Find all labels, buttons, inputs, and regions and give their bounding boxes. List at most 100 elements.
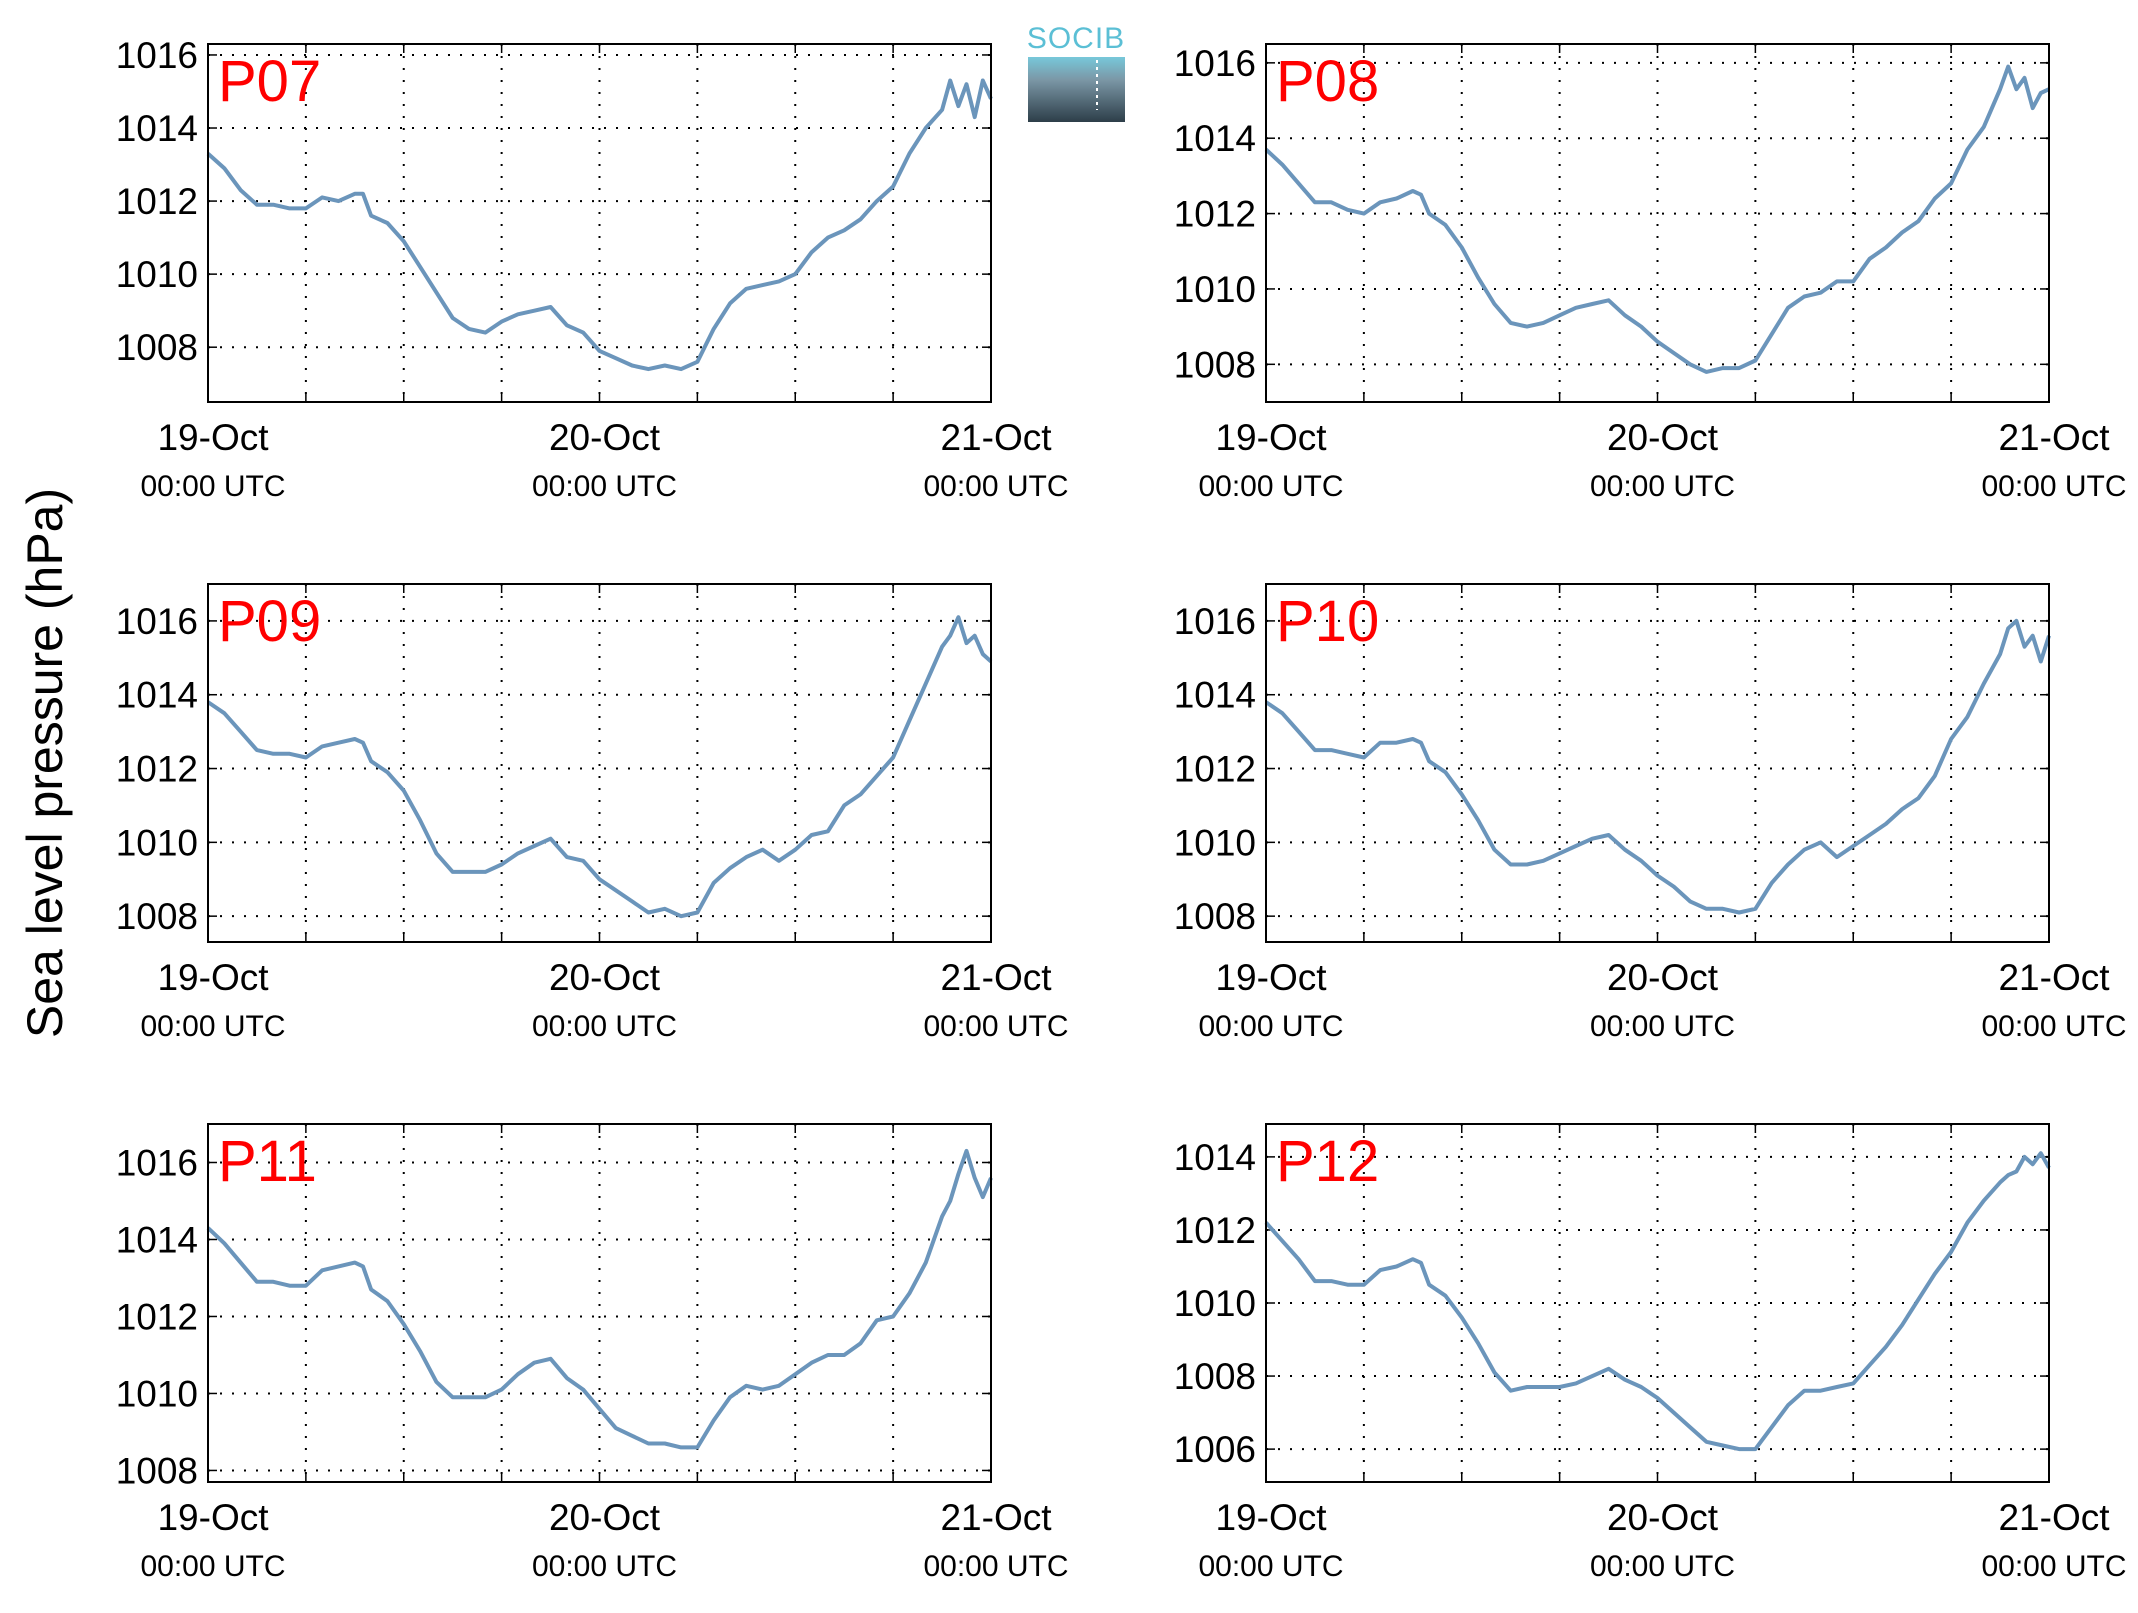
x-tick-label-date: 19-Oct (1215, 957, 1327, 998)
y-tick-label: 1010 (116, 1373, 198, 1414)
y-tick-label: 1010 (1174, 822, 1256, 863)
y-tick-label: 1014 (1174, 118, 1256, 159)
x-tick-label-date: 20-Oct (549, 957, 661, 998)
y-tick-label: 1010 (116, 254, 198, 295)
plot-area (1266, 1124, 2049, 1482)
plot-area (208, 584, 991, 942)
pressure-series-line (206, 615, 993, 919)
chart-panels: 1008 1010 1012 1014 1016 19-Oct 00:00 UTC 20-Oc… (116, 35, 2127, 1583)
x-tick-label-date: 20-Oct (1607, 417, 1719, 458)
figure-ylabel: Sea level pressure (hPa) (17, 488, 73, 1038)
y-tick-label: 1014 (1174, 1137, 1256, 1178)
x-tick-label-time: 00:00 UTC (140, 1550, 285, 1583)
y-tick-label: 1014 (1174, 675, 1256, 716)
plot-area (208, 1124, 991, 1482)
x-tick-label-date: 19-Oct (1215, 1497, 1327, 1538)
pressure-series-line (1264, 1151, 2051, 1452)
y-tick-label: 1008 (1174, 896, 1256, 937)
x-tick-label-date: 20-Oct (549, 417, 661, 458)
x-tick-label-time: 00:00 UTC (140, 1010, 285, 1043)
station-label: P08 (1276, 49, 1379, 114)
y-tick-label: 1014 (116, 675, 198, 716)
socib-logo-text: SOCIB (1027, 22, 1125, 55)
y-tick-label: 1012 (1174, 749, 1256, 790)
socib-logo: SOCIB (1027, 22, 1125, 122)
y-tick-label: 1016 (116, 1142, 198, 1183)
y-tick-label: 1012 (116, 181, 198, 222)
x-tick-label-date: 21-Oct (940, 1497, 1052, 1538)
panel-p12: 1006 1008 1010 1012 1014 19-Oct 00:00 UTC 20-Oc… (1174, 1123, 2127, 1583)
x-tick-label-date: 19-Oct (157, 1497, 269, 1538)
axes-frame (1265, 43, 2050, 403)
x-tick-label-time: 00:00 UTC (532, 1550, 677, 1583)
station-label: P09 (218, 589, 321, 654)
axes-frame (207, 583, 992, 943)
x-tick-label-date: 20-Oct (549, 1497, 661, 1538)
panel-p11: 1008 1010 1012 1014 1016 19-Oct 00:00 UTC 20-Oc… (116, 1123, 1069, 1583)
y-tick-label: 1010 (116, 822, 198, 863)
y-tick-label: 1008 (1174, 1356, 1256, 1397)
plot-area (208, 44, 991, 402)
y-tick-label: 1010 (1174, 1283, 1256, 1324)
x-tick-label-time: 00:00 UTC (923, 470, 1068, 503)
panel-p10: 1008 1010 1012 1014 1016 19-Oct 00:00 UTC 20-Oc… (1174, 583, 2127, 1043)
panel-p09: 1008 1010 1012 1014 1016 19-Oct 00:00 UTC 20-Oc… (116, 583, 1069, 1043)
y-tick-label: 1008 (116, 896, 198, 937)
x-tick-label-date: 21-Oct (1998, 957, 2110, 998)
x-tick-label-time: 00:00 UTC (1198, 1010, 1343, 1043)
panel-p07: 1008 1010 1012 1014 1016 19-Oct 00:00 UTC 20-Oc… (116, 35, 1069, 503)
y-tick-label: 1010 (1174, 269, 1256, 310)
x-tick-label-time: 00:00 UTC (1590, 470, 1735, 503)
x-tick-label-date: 21-Oct (940, 957, 1052, 998)
axes-frame (1265, 583, 2050, 943)
x-tick-label-time: 00:00 UTC (1590, 1010, 1735, 1043)
station-label: P07 (218, 49, 321, 114)
y-tick-label: 1016 (1174, 601, 1256, 642)
x-tick-label-time: 00:00 UTC (1198, 470, 1343, 503)
pressure-series-line (206, 1148, 993, 1450)
x-tick-label-time: 00:00 UTC (923, 1550, 1068, 1583)
y-tick-label: 1016 (1174, 43, 1256, 84)
pressure-series-line (1264, 64, 2050, 374)
y-tick-label: 1014 (116, 108, 198, 149)
plot-area (1266, 584, 2049, 942)
plot-area (1266, 44, 2049, 402)
panel-p08: 1008 1010 1012 1014 1016 19-Oct 00:00 UTC 20-Oc… (1174, 43, 2127, 503)
y-tick-label: 1012 (1174, 194, 1256, 235)
x-tick-label-date: 20-Oct (1607, 1497, 1719, 1538)
y-tick-label: 1008 (116, 1450, 198, 1491)
x-tick-label-date: 19-Oct (1215, 417, 1327, 458)
y-tick-label: 1008 (1174, 344, 1256, 385)
station-label: P11 (218, 1129, 317, 1194)
y-tick-label: 1012 (116, 749, 198, 790)
x-tick-label-time: 00:00 UTC (532, 470, 677, 503)
x-tick-label-date: 21-Oct (940, 417, 1052, 458)
x-tick-label-time: 00:00 UTC (1981, 1010, 2126, 1043)
x-tick-label-time: 00:00 UTC (1198, 1550, 1343, 1583)
y-tick-label: 1014 (116, 1219, 198, 1260)
axes-frame (1265, 1123, 2050, 1483)
x-tick-label-time: 00:00 UTC (1981, 1550, 2126, 1583)
axes-frame (207, 43, 992, 403)
x-tick-label-time: 00:00 UTC (1590, 1550, 1735, 1583)
x-tick-label-time: 00:00 UTC (532, 1010, 677, 1043)
y-tick-label: 1012 (1174, 1210, 1256, 1251)
x-tick-label-date: 21-Oct (1998, 417, 2110, 458)
pressure-series-line (206, 78, 993, 372)
axes-frame (207, 1123, 992, 1483)
y-tick-label: 1016 (116, 35, 198, 76)
y-tick-label: 1016 (116, 601, 198, 642)
y-tick-label: 1008 (116, 327, 198, 368)
x-tick-label-date: 20-Oct (1607, 957, 1719, 998)
x-tick-label-time: 00:00 UTC (923, 1010, 1068, 1043)
pressure-series-line (1264, 618, 2051, 915)
station-label: P12 (1276, 1129, 1379, 1194)
y-tick-label: 1006 (1174, 1429, 1256, 1470)
x-tick-label-date: 21-Oct (1998, 1497, 2110, 1538)
y-tick-label: 1012 (116, 1296, 198, 1337)
station-label: P10 (1276, 589, 1379, 654)
x-tick-label-time: 00:00 UTC (1981, 470, 2126, 503)
x-tick-label-date: 19-Oct (157, 417, 269, 458)
x-tick-label-time: 00:00 UTC (140, 470, 285, 503)
